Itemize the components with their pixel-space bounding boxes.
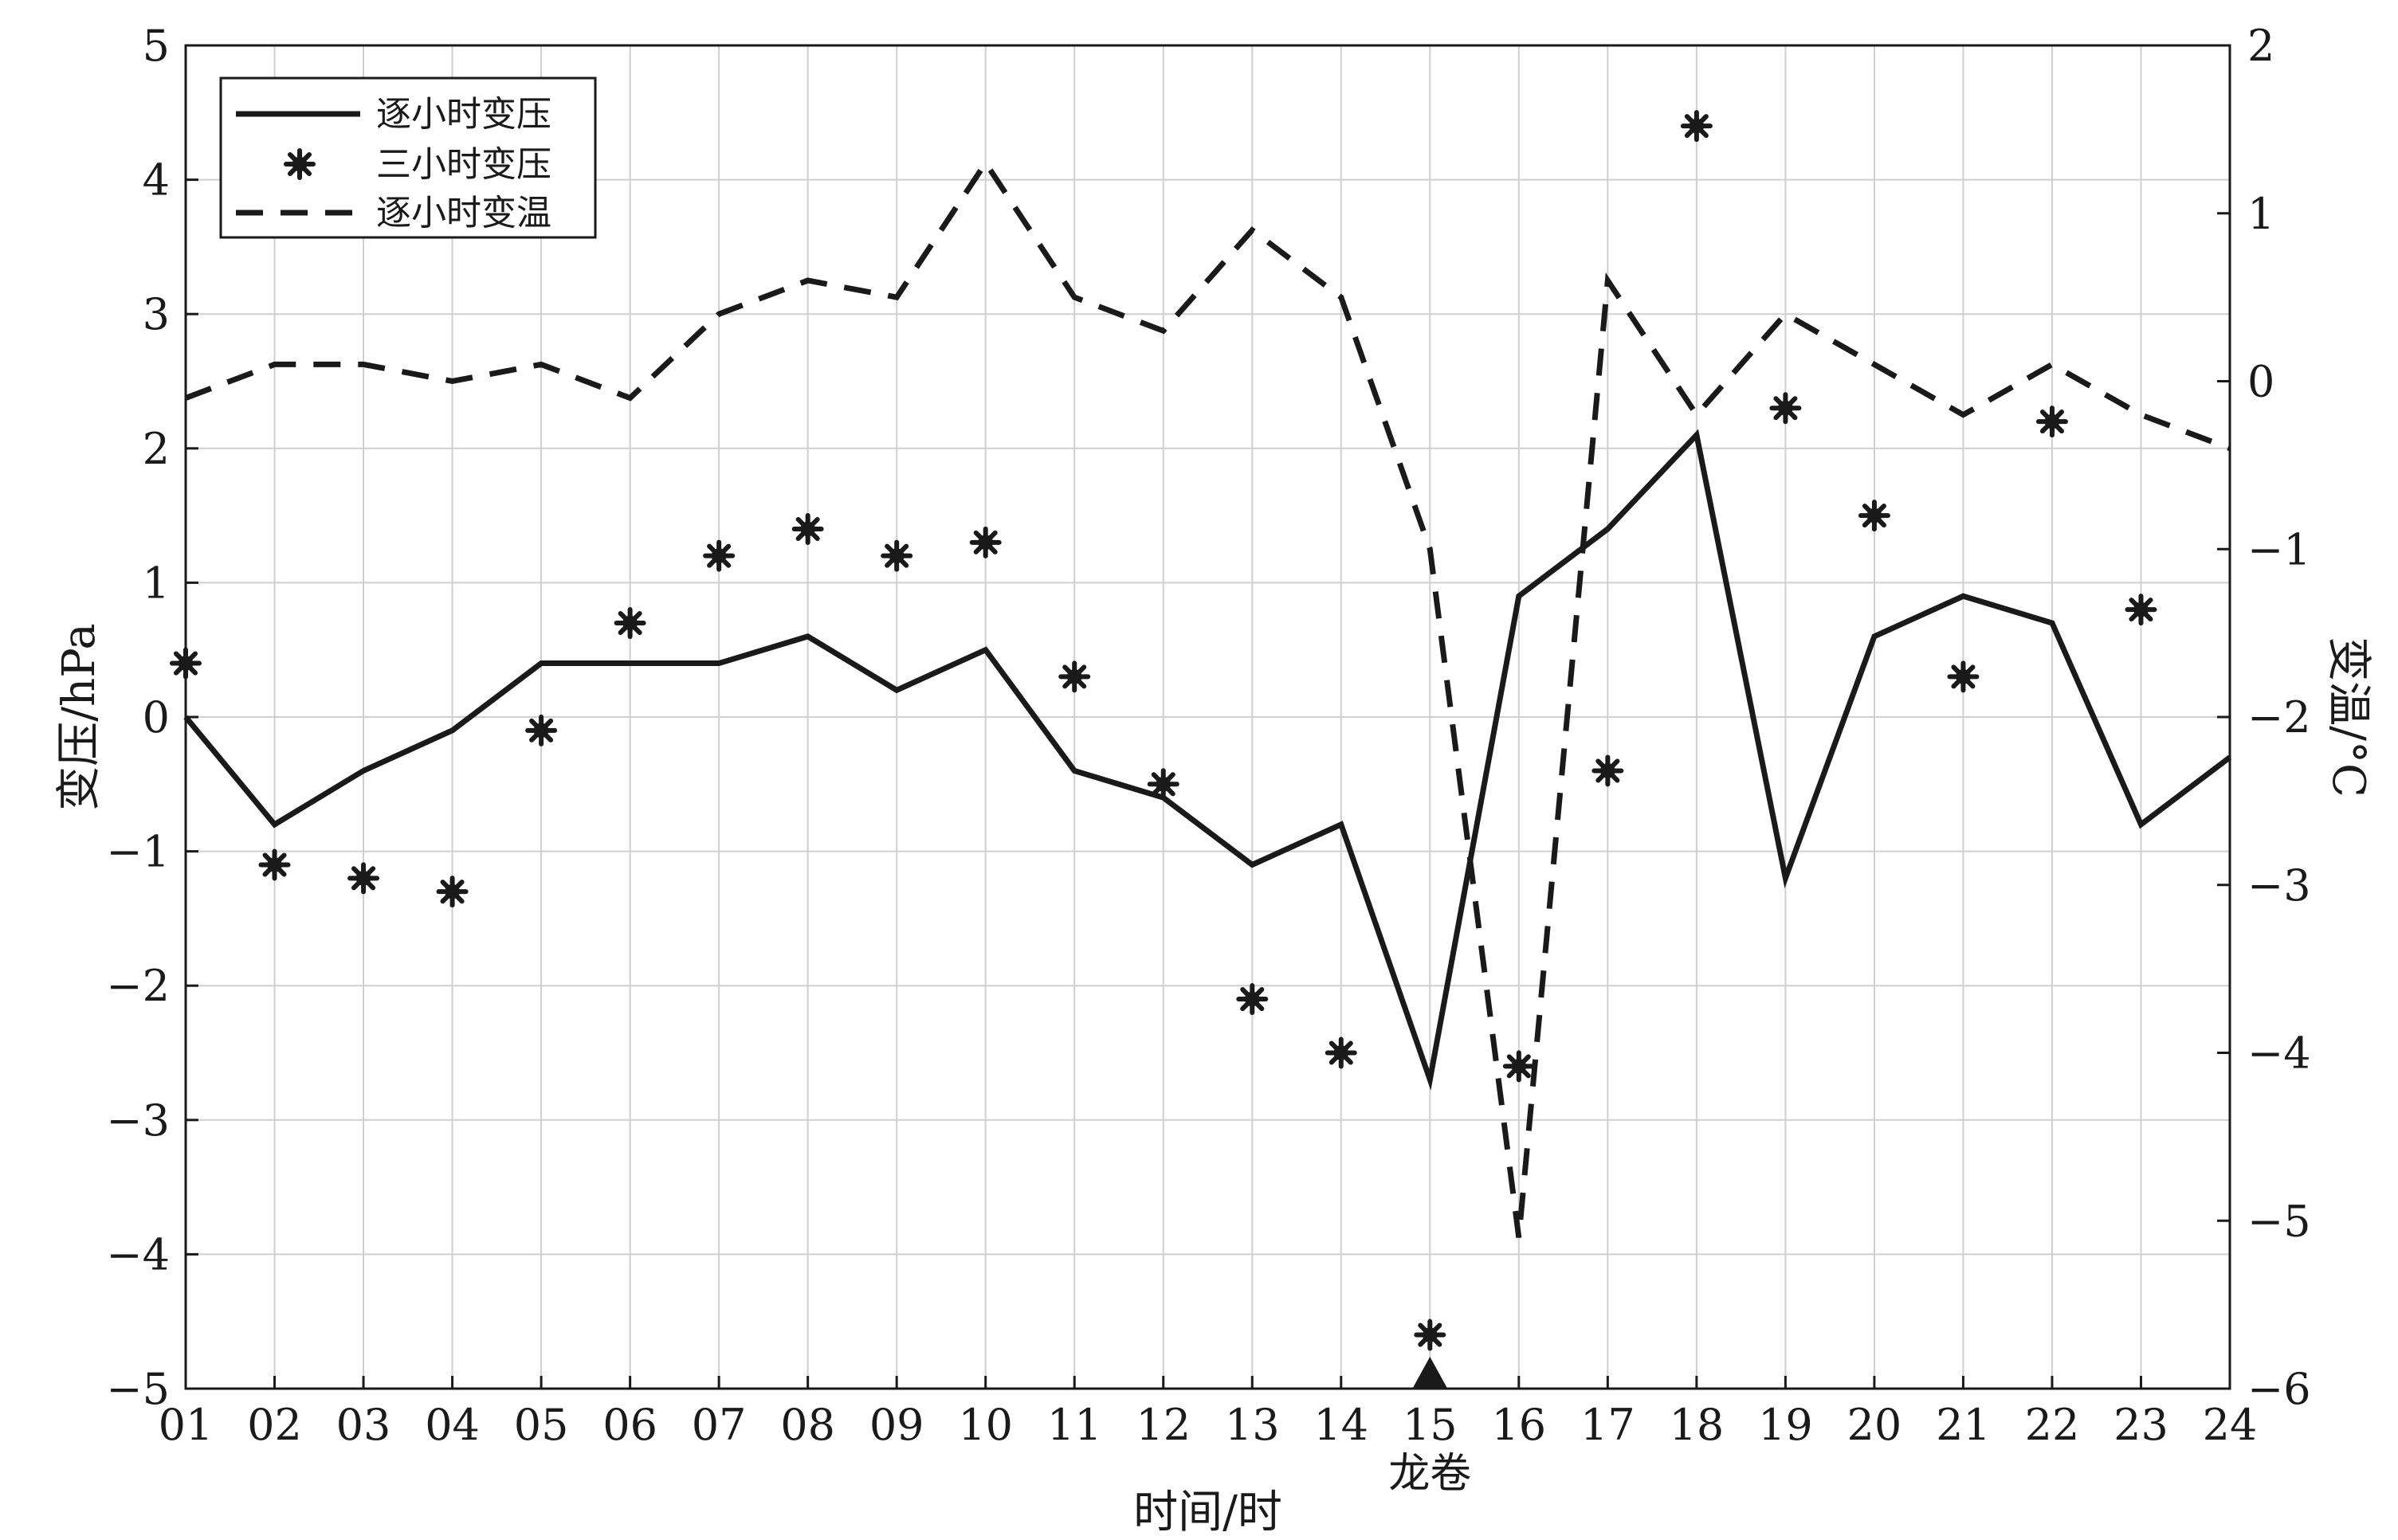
three-hour-pressure-point	[1414, 1319, 1446, 1351]
x-axis-tick-label: 04	[425, 1400, 480, 1450]
right-axis-tick-label: −4	[2247, 1029, 2311, 1079]
legend-entry-three-hour-pressure: 三小时变压	[376, 144, 551, 185]
three-hour-pressure-point	[1947, 660, 1980, 693]
left-axis-tick-label: 3	[143, 289, 170, 339]
x-axis-tick-label: 19	[1758, 1400, 1813, 1450]
three-hour-pressure-point	[258, 848, 291, 881]
hourly-pressure-line	[183, 429, 2232, 1091]
x-axis-tick-label: 18	[1670, 1400, 1725, 1450]
x-axis-tick-label: 20	[1847, 1400, 1902, 1450]
left-axis-tick-label: 0	[143, 692, 170, 743]
tornado-triangle-marker	[1412, 1357, 1448, 1389]
left-axis-tick-label: −1	[106, 827, 170, 877]
x-axis-tick-label: 15	[1403, 1400, 1458, 1450]
x-axis-tick-labels: 01 02 03 04 05 06 07 08 09 10 11 12 13 14 15 16 17 18 19 20…	[159, 1400, 2258, 1450]
three-hour-pressure-point	[1147, 768, 1179, 801]
right-axis-tick-label: −1	[2247, 524, 2311, 574]
legend-asterisk-symbol	[284, 148, 316, 180]
tornado-annotation: 龙卷	[1388, 1357, 1471, 1498]
three-hour-pressure-point	[2035, 406, 2068, 438]
legend-entry-hourly-temperature: 逐小时变温	[376, 193, 551, 233]
three-hour-pressure-point	[1858, 500, 1890, 532]
x-axis-tick-label: 11	[1047, 1400, 1102, 1450]
left-axis-tick-labels: −5 −4 −3 −2 −1 0 1 2 3 4 5	[106, 21, 170, 1414]
x-axis-tick-label: 17	[1580, 1400, 1635, 1450]
x-axis-tick-label: 01	[159, 1400, 214, 1450]
x-axis-tick-label: 22	[2025, 1400, 2080, 1450]
right-axis-title: 变温/°C	[2322, 637, 2374, 797]
three-hour-pressure-point	[1591, 754, 1624, 787]
x-axis-tick-label: 03	[336, 1400, 391, 1450]
series-layer	[170, 110, 2232, 1351]
x-axis-tick-label: 12	[1136, 1400, 1191, 1450]
right-axis-tick-label: −2	[2247, 692, 2311, 743]
three-hour-pressure-point	[1680, 110, 1713, 143]
legend-entry-hourly-pressure: 逐小时变压	[376, 94, 551, 135]
left-axis-title: 变压/hPa	[53, 623, 105, 810]
three-hour-pressure-point	[969, 526, 1002, 558]
right-axis-tick-labels: −6 −5 −4 −3 −2 −1 0 1 2	[2247, 21, 2311, 1414]
three-hour-pressure-point	[436, 876, 469, 908]
x-axis-tick-label: 07	[692, 1400, 747, 1450]
x-axis-tick-label: 16	[1491, 1400, 1546, 1450]
legend: 逐小时变压 三小时变压 逐小时变温	[219, 76, 597, 239]
three-hour-pressure-point	[2125, 594, 2157, 626]
x-axis-tick-label: 13	[1225, 1400, 1280, 1450]
three-hour-pressure-point	[525, 714, 558, 746]
left-axis-tick-label: 2	[143, 424, 170, 474]
three-hour-pressure-point	[1769, 392, 1802, 425]
x-axis-tick-label: 02	[247, 1400, 302, 1450]
x-axis-title: 时间/时	[1133, 1487, 1282, 1538]
three-hour-pressure-point	[791, 512, 824, 545]
three-hour-pressure-point	[347, 862, 380, 895]
x-axis-tick-label: 10	[958, 1400, 1013, 1450]
x-axis-tick-label: 05	[514, 1400, 569, 1450]
left-axis-tick-label: −2	[106, 961, 170, 1011]
right-axis-tick-label: 1	[2247, 189, 2274, 239]
three-hour-pressure-point	[1058, 660, 1091, 693]
left-axis-tick-label: −4	[106, 1229, 170, 1279]
left-axis-tick-label: −5	[106, 1364, 170, 1414]
x-axis-tick-label: 06	[602, 1400, 657, 1450]
right-axis-tick-label: −3	[2247, 860, 2311, 911]
three-hour-pressure-point	[1502, 1050, 1535, 1083]
right-axis-tick-label: 2	[2247, 21, 2274, 71]
three-hour-pressure-point	[614, 606, 646, 639]
tornado-label: 龙卷	[1388, 1450, 1471, 1498]
three-hour-pressure-point	[1236, 983, 1269, 1016]
right-axis-tick-label: −5	[2247, 1196, 2311, 1246]
x-axis-tick-label: 09	[869, 1400, 924, 1450]
x-axis-tick-label: 14	[1313, 1400, 1368, 1450]
left-axis-tick-label: 1	[143, 558, 170, 608]
x-axis-tick-label: 21	[1936, 1400, 1991, 1450]
left-axis-tick-label: −3	[106, 1095, 170, 1146]
right-axis-tick-label: 0	[2247, 357, 2274, 407]
left-axis-tick-label: 5	[143, 21, 170, 71]
left-axis-tick-label: 4	[143, 155, 170, 206]
x-axis-tick-label: 24	[2203, 1400, 2258, 1450]
x-axis-tick-label: 23	[2113, 1400, 2168, 1450]
three-hour-pressure-point	[881, 539, 913, 572]
hourly-temperature-line	[184, 158, 2231, 1238]
right-axis-tick-label: −6	[2247, 1364, 2311, 1414]
grid	[186, 45, 2230, 1389]
three-hour-pressure-point	[703, 539, 736, 572]
x-axis-tick-label: 08	[780, 1400, 835, 1450]
three-hour-pressure-point	[1325, 1036, 1357, 1069]
